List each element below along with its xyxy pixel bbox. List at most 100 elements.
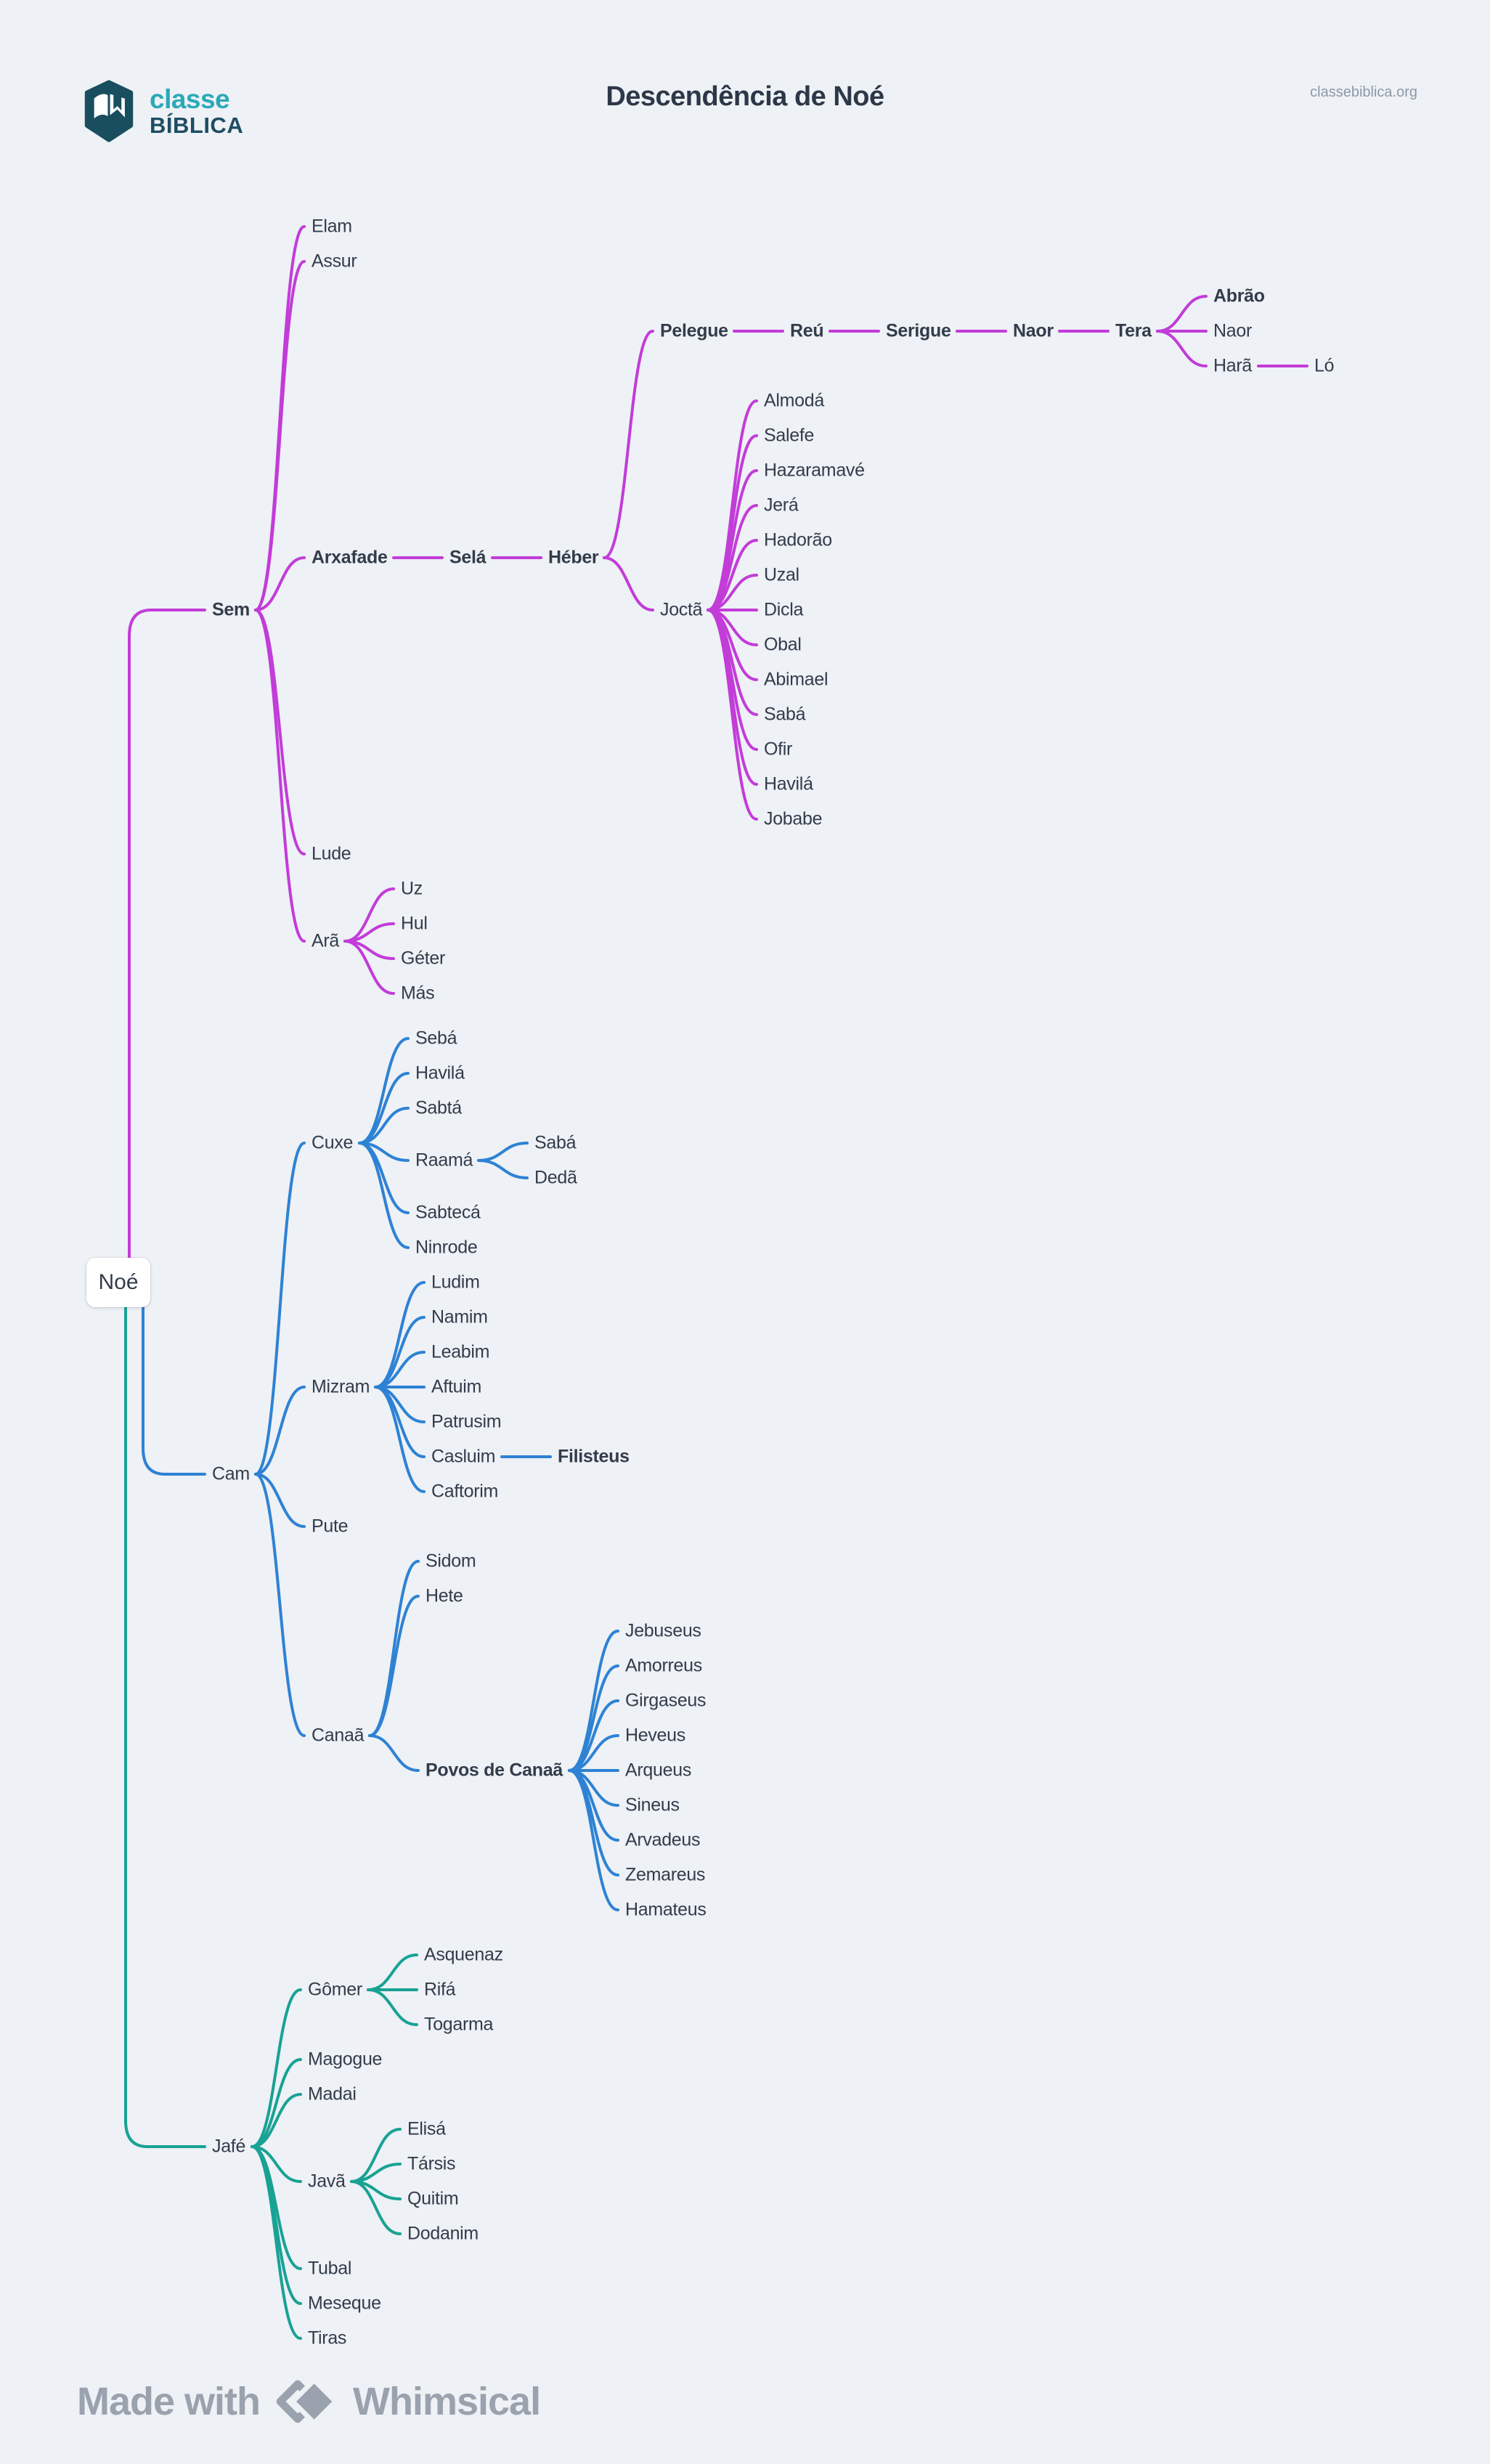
- tree-node-uzal[interactable]: Uzal: [764, 564, 799, 585]
- tree-node-arqueus[interactable]: Arqueus: [625, 1760, 692, 1781]
- tree-node-sebá[interactable]: Sebá: [415, 1028, 457, 1049]
- tree-node-assur[interactable]: Assur: [312, 251, 357, 272]
- tree-node-naor[interactable]: Naor: [1013, 320, 1054, 341]
- tree-node-sineus[interactable]: Sineus: [625, 1794, 680, 1816]
- tree-edge: [142, 1306, 206, 1476]
- tree-node-lude[interactable]: Lude: [312, 843, 351, 864]
- tree-node-reú[interactable]: Reú: [790, 320, 824, 341]
- tree-node-obal[interactable]: Obal: [764, 634, 802, 655]
- tree-node-casluim[interactable]: Casluim: [431, 1446, 496, 1467]
- tree-node-canaã[interactable]: Canaã: [312, 1725, 365, 1746]
- tree-node-dicla[interactable]: Dicla: [764, 599, 804, 620]
- tree-node-sabá[interactable]: Sabá: [534, 1132, 577, 1153]
- tree-node-dedã[interactable]: Dedã: [534, 1167, 577, 1188]
- tree-node-arã[interactable]: Arã: [312, 930, 340, 951]
- tree-node-javã[interactable]: Javã: [308, 2171, 346, 2192]
- tree-node-abimael[interactable]: Abimael: [764, 669, 829, 690]
- tree-node-cam[interactable]: Cam: [212, 1463, 250, 1484]
- tree-edge: [358, 1142, 410, 1249]
- tree-node-géter[interactable]: Géter: [401, 948, 446, 969]
- tree-node-tubal[interactable]: Tubal: [308, 2258, 352, 2279]
- tree-node-asquenaz[interactable]: Asquenaz: [424, 1944, 503, 1965]
- tree-edge: [358, 1107, 410, 1144]
- tree-node-ludim[interactable]: Ludim: [431, 1272, 480, 1293]
- logo-text: classe BÍBLICA: [150, 86, 243, 137]
- tree-edge: [254, 1386, 306, 1476]
- tree-root-node[interactable]: Noé: [86, 1258, 150, 1307]
- tree-node-meseque[interactable]: Meseque: [308, 2293, 381, 2314]
- tree-node-madai[interactable]: Madai: [308, 2083, 357, 2105]
- tree-node-jerá[interactable]: Jerá: [764, 495, 799, 516]
- tree-node-jafé[interactable]: Jafé: [212, 2136, 246, 2157]
- tree-edge: [368, 1595, 420, 1737]
- tree-node-hul[interactable]: Hul: [401, 913, 428, 934]
- whimsical-diamonds-icon: [276, 2378, 338, 2426]
- tree-node-namim[interactable]: Namim: [431, 1306, 488, 1327]
- tree-node-pute[interactable]: Pute: [312, 1516, 349, 1537]
- tree-node-caftorim[interactable]: Caftorim: [431, 1481, 499, 1502]
- tree-node-serigue[interactable]: Serigue: [886, 320, 951, 341]
- tree-node-aftuim[interactable]: Aftuim: [431, 1376, 482, 1397]
- tree-node-arxafade[interactable]: Arxafade: [312, 547, 388, 568]
- tree-node-heveus[interactable]: Heveus: [625, 1725, 685, 1746]
- tree-node-naor[interactable]: Naor: [1213, 320, 1252, 341]
- whimsical-wordmark: Whimsical: [353, 2380, 541, 2423]
- tree-edge: [368, 1734, 420, 1772]
- tree-node-patrusim[interactable]: Patrusim: [431, 1411, 502, 1432]
- tree-node-hadorão[interactable]: Hadorão: [764, 529, 832, 550]
- tree-node-hamateus[interactable]: Hamateus: [625, 1899, 707, 1920]
- tree-node-harã[interactable]: Harã: [1213, 355, 1252, 376]
- made-with-text: Made with: [77, 2380, 261, 2423]
- tree-node-sabtecá[interactable]: Sabtecá: [415, 1202, 481, 1223]
- tree-node-havilá[interactable]: Havilá: [764, 773, 813, 794]
- tree-node-arvadeus[interactable]: Arvadeus: [625, 1829, 701, 1850]
- tree-node-togarma[interactable]: Togarma: [424, 2014, 494, 2035]
- tree-node-dodanim[interactable]: Dodanim: [407, 2223, 479, 2244]
- tree-edge: [251, 2145, 302, 2183]
- tree-node-pelegue[interactable]: Pelegue: [660, 320, 728, 341]
- tree-node-cuxe[interactable]: Cuxe: [312, 1132, 354, 1153]
- tree-node-rifá[interactable]: Rifá: [424, 1979, 456, 2000]
- made-with-whimsical[interactable]: Made with Whimsical: [77, 2373, 541, 2430]
- tree-node-gômer[interactable]: Gômer: [308, 1979, 362, 2000]
- tree-node-povos-de-canaã[interactable]: Povos de Canaã: [426, 1760, 563, 1781]
- tree-node-sem[interactable]: Sem: [212, 599, 250, 620]
- tree-node-quitim[interactable]: Quitim: [407, 2188, 459, 2209]
- tree-node-hete[interactable]: Hete: [426, 1585, 463, 1606]
- tree-node-amorreus[interactable]: Amorreus: [625, 1655, 702, 1676]
- tree-node-sabá[interactable]: Sabá: [764, 704, 806, 725]
- tree-node-joctã[interactable]: Joctã: [660, 599, 703, 620]
- tree-node-havilá[interactable]: Havilá: [415, 1062, 465, 1083]
- tree-node-jebuseus[interactable]: Jebuseus: [625, 1620, 701, 1641]
- tree-node-sidom[interactable]: Sidom: [426, 1550, 476, 1571]
- tree-node-abrão[interactable]: Abrão: [1213, 285, 1265, 306]
- tree-node-tiras[interactable]: Tiras: [308, 2327, 347, 2349]
- tree-node-salefe[interactable]: Salefe: [764, 425, 815, 446]
- tree-node-jobabe[interactable]: Jobabe: [764, 808, 823, 829]
- tree-node-sabtá[interactable]: Sabtá: [415, 1097, 462, 1118]
- tree-node-mizram[interactable]: Mizram: [312, 1376, 370, 1397]
- tree-node-zemareus[interactable]: Zemareus: [625, 1864, 706, 1885]
- tree-node-ninrode[interactable]: Ninrode: [415, 1237, 478, 1258]
- tree-node-selá[interactable]: Selá: [449, 547, 487, 568]
- tree-node-raamá[interactable]: Raamá: [415, 1150, 473, 1171]
- tree-node-uz[interactable]: Uz: [401, 878, 423, 899]
- tree-node-girgaseus[interactable]: Girgaseus: [625, 1690, 707, 1711]
- tree-node-elisá[interactable]: Elisá: [407, 2118, 446, 2139]
- tree-node-ofir[interactable]: Ofir: [764, 739, 793, 760]
- tree-node-ló[interactable]: Ló: [1314, 355, 1335, 376]
- tree-node-filisteus[interactable]: Filisteus: [558, 1446, 630, 1467]
- tree-edge: [254, 609, 306, 943]
- tree-node-almodá[interactable]: Almodá: [764, 390, 824, 411]
- tree-node-hazaramavé[interactable]: Hazaramavé: [764, 460, 865, 481]
- tree-node-tera[interactable]: Tera: [1115, 320, 1152, 341]
- tree-node-leabim[interactable]: Leabim: [431, 1341, 490, 1362]
- tree-edge: [251, 2093, 302, 2148]
- site-url: classebiblica.org: [1310, 84, 1417, 100]
- tree-node-más[interactable]: Más: [401, 983, 435, 1004]
- tree-node-elam[interactable]: Elam: [312, 216, 352, 237]
- tree-node-társis[interactable]: Társis: [407, 2153, 456, 2174]
- tree-node-magogue[interactable]: Magogue: [308, 2049, 383, 2070]
- tree-node-héber[interactable]: Héber: [548, 547, 599, 568]
